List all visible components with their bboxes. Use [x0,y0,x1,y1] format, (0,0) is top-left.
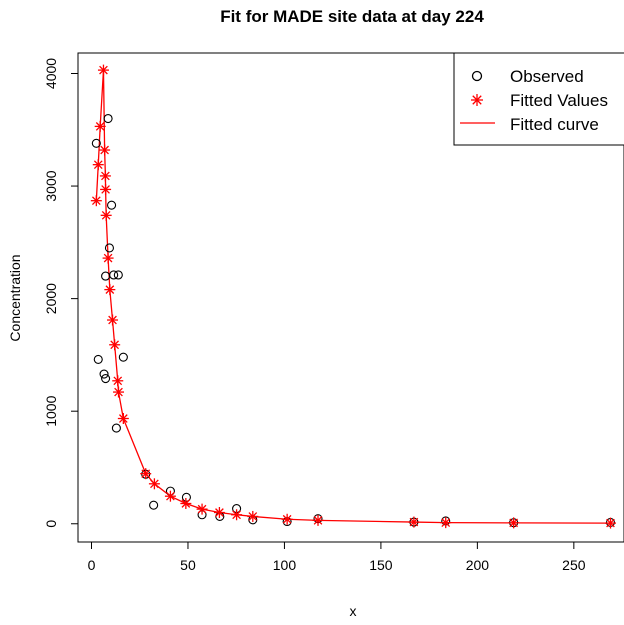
legend-asterisk-glyph [471,94,483,106]
observed-point [101,271,111,281]
observed-point [149,500,159,510]
x-tick-label: 100 [273,557,297,573]
fitted-value-point [109,339,121,351]
fitted-value-point [117,413,129,425]
fitted-value-point [92,159,104,171]
observed-points-layer [91,113,616,528]
x-tick-label: 0 [88,557,96,573]
fitted-value-point [102,252,114,264]
legend-fitted-values-marker [471,94,483,106]
observed-point [118,352,128,362]
fitted-value-point [281,513,293,525]
y-axis-label: Concentration [7,254,23,341]
x-tick-label: 50 [180,557,196,573]
y-tick-label: 3000 [43,170,59,201]
y-tick-label: 4000 [43,58,59,89]
x-tick-label: 250 [562,557,586,573]
fitted-value-point [104,284,116,296]
observed-point [107,200,117,210]
fitted-value-point [94,120,106,132]
legend-fitted-values-label: Fitted Values [510,91,608,110]
observed-point [104,243,114,253]
observed-point [99,369,109,379]
legend-box [453,52,624,146]
y-axis: 0 1000 2000 3000 4000 [43,58,79,528]
chart-title: Fit for MADE site data at day 224 [220,7,484,26]
fitted-value-point [112,375,124,387]
fitted-value-point [99,170,111,182]
y-tick-label: 0 [43,520,59,528]
fitted-values-layer [90,64,616,529]
observed-point [91,138,101,148]
fitted-value-point [107,314,119,326]
fitted-value-point [113,386,125,398]
observed-point [111,423,121,433]
fitted-value-point [508,517,520,529]
legend: Observed Fitted Values Fitted curve [453,52,624,146]
observed-point [113,270,123,280]
fitted-value-point [247,510,259,522]
legend-observed-label: Observed [510,67,584,86]
fitted-value-point [90,195,102,207]
fitted-value-point [180,498,192,510]
observed-point [103,113,113,124]
fitted-value-point [140,468,152,480]
observed-point [109,270,119,280]
fitted-value-point [97,64,109,76]
observed-point [93,354,103,364]
fitted-value-point [408,516,420,528]
x-axis: 0 50 100 150 200 250 [88,541,586,573]
x-tick-label: 200 [466,557,490,573]
fitted-value-point [99,144,111,156]
fitted-value-point [100,183,112,195]
x-axis-label: x [350,603,357,619]
fitted-value-point [148,478,160,490]
fitted-value-point [164,490,176,502]
y-tick-label: 2000 [43,283,59,314]
fitted-value-point [604,517,616,529]
x-tick-label: 150 [369,557,393,573]
fitted-value-point [100,209,112,221]
fitted-value-point [196,503,208,515]
fitted-value-point [213,507,225,519]
legend-fitted-curve-label: Fitted curve [510,115,599,134]
observed-point [101,373,111,384]
y-tick-label: 1000 [43,395,59,426]
legend-observed-marker [471,70,483,82]
fitted-value-point [312,514,324,526]
fitted-value-point [231,509,243,521]
fitted-value-point [440,517,452,529]
